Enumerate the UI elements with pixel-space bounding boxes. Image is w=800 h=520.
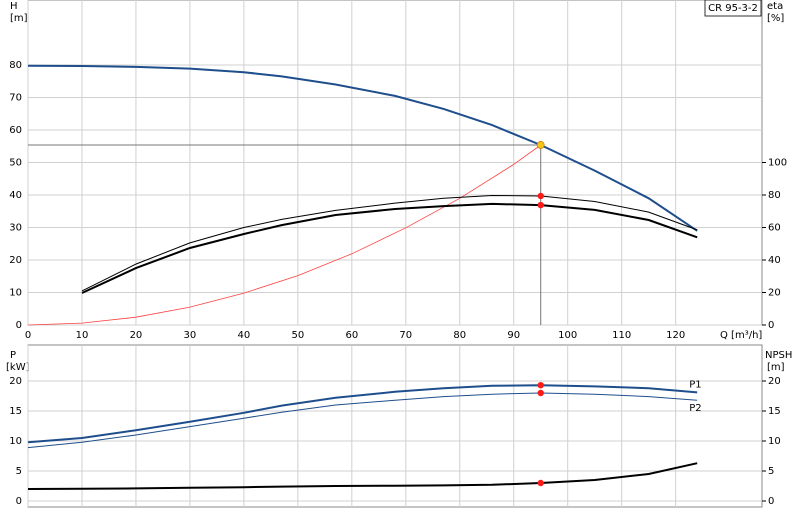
x-tick-label: 20: [130, 330, 143, 341]
y2-tick-label: 20: [768, 376, 781, 387]
series-line: [27, 144, 541, 326]
y2-tick-label: 80: [768, 190, 781, 201]
marker-point: [537, 382, 544, 389]
y2-tick-label: 0: [768, 320, 774, 331]
x-tick-label: 60: [345, 330, 358, 341]
marker-point: [537, 479, 544, 487]
y-tick-label: 10: [9, 436, 22, 447]
x-tick-label: 50: [291, 330, 304, 341]
x-tick-label: 70: [399, 330, 412, 341]
x-tick-label: 110: [612, 330, 631, 341]
x-tick-label: 40: [238, 330, 251, 341]
y-unit: [kW]: [6, 362, 30, 373]
y-tick-label: 15: [9, 406, 22, 417]
series-label: P1: [689, 379, 701, 390]
y2-label: NPSH: [765, 350, 792, 361]
x-tick-label: 80: [453, 330, 466, 341]
marker-point: [537, 192, 544, 200]
y-label: P: [10, 350, 16, 361]
x-tick-label: 0: [25, 330, 31, 341]
y2-unit: [m]: [767, 362, 785, 373]
series-line: [27, 462, 698, 490]
y-unit: [m]: [10, 13, 28, 24]
y-tick-label: 20: [9, 376, 22, 387]
series-line: [81, 194, 698, 292]
legend-box: [704, 0, 762, 17]
marker-point: [537, 201, 544, 209]
y-tick-label: 10: [9, 288, 22, 299]
chart-title: CR 95-3-2: [708, 3, 758, 14]
y2-tick-label: 5: [768, 466, 774, 477]
y-tick-label: 5: [16, 466, 22, 477]
x-tick-label: 100: [558, 330, 577, 341]
duty-point: [536, 141, 545, 149]
y2-tick-label: 40: [768, 255, 781, 266]
series-line: [27, 64, 698, 232]
y-tick-label: 60: [9, 125, 22, 136]
x-tick-label: 30: [184, 330, 197, 341]
y2-tick-label: 60: [768, 223, 781, 234]
series-line: [27, 384, 698, 444]
x-tick-label: 90: [507, 330, 520, 341]
y-tick-label: 0: [16, 496, 22, 507]
x-tick-label: 10: [76, 330, 89, 341]
y2-tick-label: 0: [768, 496, 774, 507]
y-label: H: [10, 1, 18, 12]
y-tick-label: 0: [16, 320, 22, 331]
marker-point: [537, 389, 544, 397]
x-tick-label: 120: [666, 330, 685, 341]
y-tick-label: 50: [9, 158, 22, 169]
y-tick-label: 40: [9, 190, 22, 201]
y-tick-label: 30: [9, 223, 22, 234]
y2-label: eta: [767, 1, 783, 12]
y-tick-label: 70: [9, 93, 22, 104]
y2-tick-label: 20: [768, 288, 781, 299]
x-label: Q [m³/h]: [720, 330, 762, 341]
y-tick-label: 80: [9, 60, 22, 71]
series-label: P2: [689, 403, 701, 414]
y-tick-label: 20: [9, 255, 22, 266]
y2-tick-label: 100: [768, 158, 787, 169]
series-line: [27, 392, 698, 449]
y2-tick-label: 15: [768, 406, 781, 417]
plot-frame: [27, 344, 763, 508]
y2-tick-label: 10: [768, 436, 781, 447]
y2-unit: [%]: [767, 13, 784, 24]
series-line: [81, 202, 698, 294]
